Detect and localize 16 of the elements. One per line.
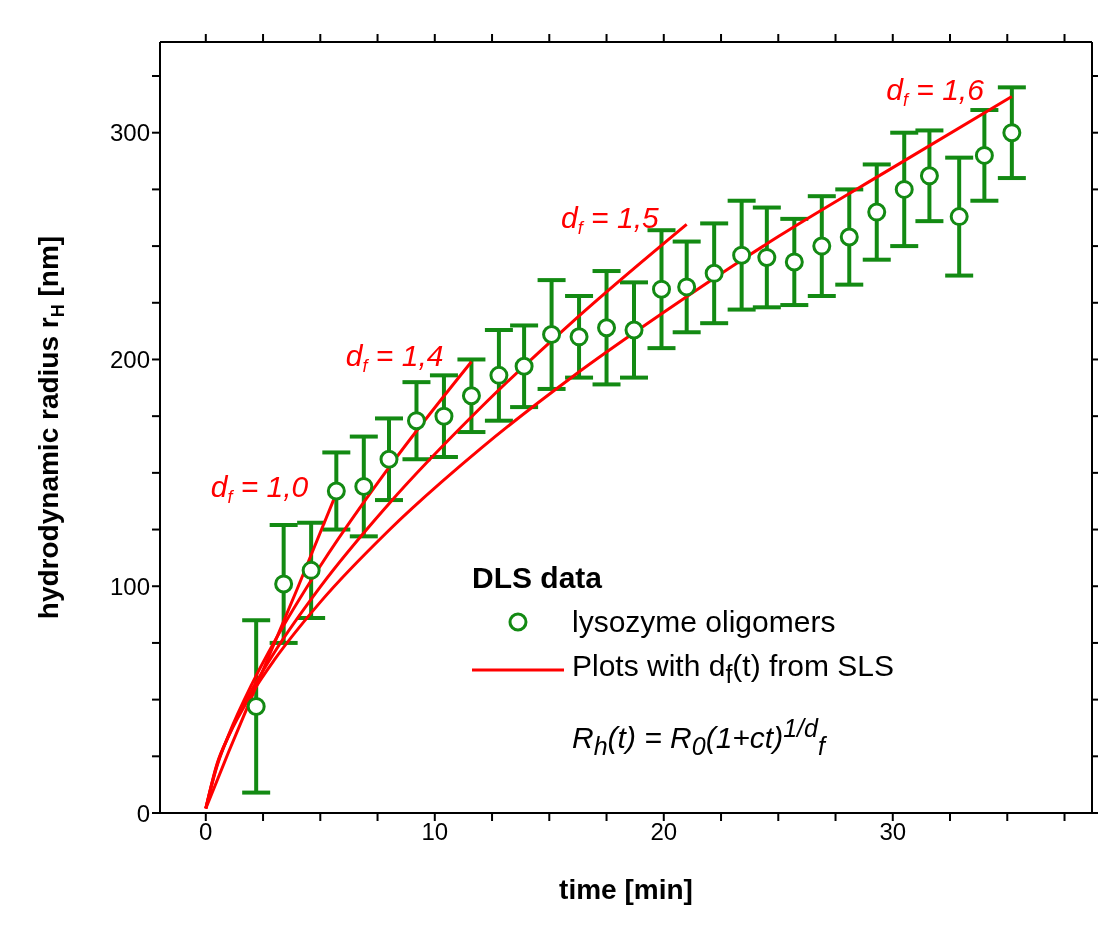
y-tick-label: 200 [109,345,150,373]
x-tick-label: 20 [650,818,678,846]
annotation: d$_{f}$ = 1,0 [210,470,309,508]
x-tick-label: 10 [421,818,449,846]
legend-label: Plots with d$_{f}$(t) from SLS [572,648,895,690]
annotation: d$_{f}$ = 1,5 [561,201,659,239]
annotation: d$_{f}$ = 1,4 [345,338,444,377]
y-tick-label: 0 [136,799,150,827]
x-tick-label: 0 [199,818,213,846]
legend-title: DLS data [472,560,604,596]
x-axis-title: time [min] [559,874,693,905]
y-tick-label: 300 [109,119,150,147]
x-tick-label: 30 [879,818,907,846]
annotation: d$_{f}$ = 1,6 [886,73,985,111]
legend-label: lysozyme oligomers [572,604,836,640]
y-tick-label: 100 [109,572,150,600]
